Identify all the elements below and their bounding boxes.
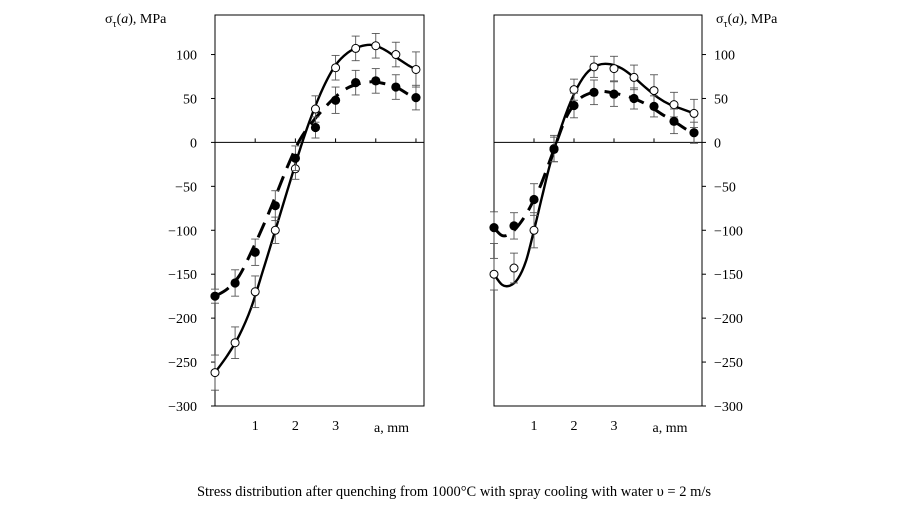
data-point-open [230, 338, 240, 348]
data-point-open [489, 269, 499, 279]
y-axis-label-paren: ) [739, 12, 744, 27]
data-point-filled [649, 101, 659, 111]
y-tick-label: −150 [168, 268, 197, 283]
x-tick-label: 1 [252, 419, 259, 434]
y-tick-label: −100 [168, 224, 197, 239]
figure-caption: Stress distribution after quenching from… [196, 484, 712, 500]
data-point-open [569, 85, 579, 95]
dashed-fit-curve [492, 89, 695, 238]
data-point-open [629, 72, 639, 82]
plot-frame [493, 14, 703, 407]
data-point-filled [371, 76, 381, 86]
data-point-filled [290, 153, 300, 163]
solid-fit-curve [493, 62, 695, 288]
y-tick-label: −250 [714, 356, 743, 371]
x-axis-label: a, mm [653, 421, 688, 436]
data-point-open [371, 41, 381, 51]
x-tick-label: 1 [531, 419, 538, 434]
data-point-open [509, 263, 519, 273]
y-tick-label: −200 [168, 312, 197, 327]
data-point-filled [230, 278, 240, 288]
data-point-open [270, 225, 280, 235]
data-point-open [391, 50, 401, 60]
series-open-circles [210, 33, 421, 391]
y-tick-label: −250 [168, 356, 197, 371]
data-point-open [351, 43, 361, 53]
data-point-open [250, 287, 260, 297]
y-tick-label: −50 [714, 180, 736, 195]
y-axis-label-part: σ [105, 12, 113, 27]
y-tick-label: 0 [190, 136, 197, 151]
data-point-filled [569, 100, 579, 111]
data-point-filled [210, 291, 220, 301]
data-point-filled [589, 87, 599, 97]
y-tick-label: −50 [175, 180, 197, 195]
y-axis-label-paren: ( [117, 12, 122, 27]
y-tick-label: 100 [714, 49, 735, 64]
x-axis-label: a, mm [374, 421, 409, 436]
y-axis-label-paren: ( [728, 12, 733, 27]
data-point-filled [411, 92, 421, 103]
y-tick-label: −200 [714, 312, 743, 327]
data-point-filled [689, 128, 699, 138]
y-axis-label-part: , MPa [133, 12, 167, 27]
data-point-filled [629, 93, 639, 104]
y-axis-label: στ(a), MPa [716, 12, 778, 30]
x-tick-label: 3 [332, 419, 339, 434]
data-point-filled [509, 221, 519, 231]
data-point-open [331, 63, 341, 73]
data-point-open [411, 64, 421, 74]
y-axis-label: στ(a), MPa [105, 12, 167, 30]
y-tick-label: 50 [714, 92, 728, 107]
data-point-open [649, 86, 659, 96]
data-point-open [210, 368, 220, 378]
y-axis-label-paren: ) [128, 12, 133, 27]
y-axis-label-part: τ [113, 19, 117, 30]
y-axis-label-part: a [121, 12, 128, 27]
data-point-open [310, 104, 320, 114]
y-axis-label-part: σ [716, 12, 724, 27]
x-tick-label: 2 [571, 419, 578, 434]
data-point-open [689, 108, 699, 118]
y-tick-label: −300 [168, 400, 197, 415]
data-point-filled [609, 89, 619, 99]
y-tick-label: 50 [183, 92, 197, 107]
data-point-filled [529, 194, 539, 205]
data-point-open [589, 62, 599, 72]
x-tick-label: 3 [611, 419, 618, 434]
y-tick-label: −300 [714, 400, 743, 415]
y-axis-label-part: τ [724, 19, 728, 30]
series-filled-circles [210, 68, 421, 304]
y-axis-label-part: a [732, 12, 739, 27]
data-point-filled [330, 95, 341, 105]
data-point-filled [549, 144, 559, 155]
y-axis-label-part: , MPa [744, 12, 778, 27]
data-point-filled [250, 247, 260, 257]
plot-frame [214, 14, 425, 407]
chart-panel-right: 100 50 0 −50 −100 −150 −200 −250 −300 1 2 3 a, mm στ(… [489, 12, 778, 436]
chart-panel-left: 100 50 0 −50 −100 −150 −200 −250 −300 1 2 3 a, mm στ(… [105, 12, 425, 436]
data-point-filled [351, 78, 361, 88]
x-tick-label: 2 [292, 419, 299, 434]
data-point-open [609, 64, 619, 74]
data-point-filled [669, 116, 679, 126]
y-tick-label: −150 [714, 268, 743, 283]
series-filled-circles [489, 79, 699, 244]
data-point-filled [310, 122, 321, 133]
data-point-filled [270, 201, 280, 211]
y-tick-label: 0 [714, 136, 721, 151]
y-tick-label: −100 [714, 224, 743, 239]
data-point-filled [489, 223, 499, 233]
solid-fit-curve [214, 43, 417, 374]
data-point-open [669, 100, 679, 110]
data-point-filled [391, 82, 401, 92]
y-tick-label: 100 [176, 49, 197, 64]
data-point-open [529, 225, 539, 235]
